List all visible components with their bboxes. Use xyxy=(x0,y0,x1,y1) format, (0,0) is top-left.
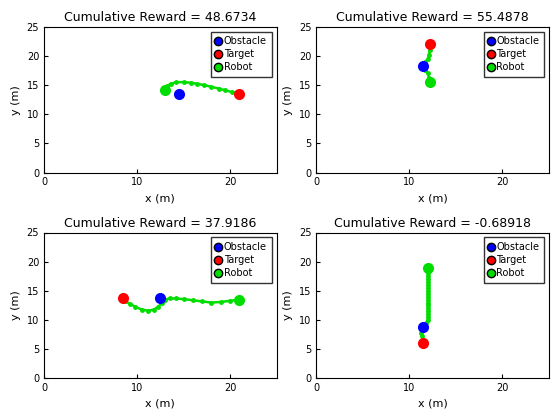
Legend: Obstacle, Target, Robot: Obstacle, Target, Robot xyxy=(211,237,272,283)
X-axis label: x (m): x (m) xyxy=(418,399,447,409)
Title: Cumulative Reward = -0.68918: Cumulative Reward = -0.68918 xyxy=(334,217,531,230)
Legend: Obstacle, Target, Robot: Obstacle, Target, Robot xyxy=(211,32,272,77)
Y-axis label: y (m): y (m) xyxy=(283,291,293,320)
Title: Cumulative Reward = 48.6734: Cumulative Reward = 48.6734 xyxy=(64,11,256,24)
X-axis label: x (m): x (m) xyxy=(418,193,447,203)
X-axis label: x (m): x (m) xyxy=(146,399,175,409)
Legend: Obstacle, Target, Robot: Obstacle, Target, Robot xyxy=(483,32,544,77)
Title: Cumulative Reward = 37.9186: Cumulative Reward = 37.9186 xyxy=(64,217,256,230)
Legend: Obstacle, Target, Robot: Obstacle, Target, Robot xyxy=(483,237,544,283)
Y-axis label: y (m): y (m) xyxy=(11,85,21,115)
X-axis label: x (m): x (m) xyxy=(146,193,175,203)
Y-axis label: y (m): y (m) xyxy=(283,85,293,115)
Title: Cumulative Reward = 55.4878: Cumulative Reward = 55.4878 xyxy=(336,11,529,24)
Y-axis label: y (m): y (m) xyxy=(11,291,21,320)
